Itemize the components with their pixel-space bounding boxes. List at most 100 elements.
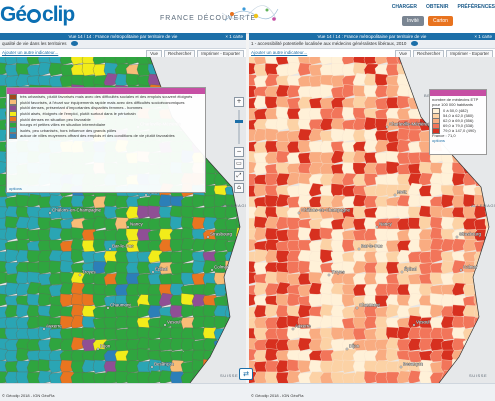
- city-label: Auxerre: [46, 324, 62, 329]
- territory[interactable]: [319, 336, 336, 352]
- legend-label: très urbanisés, plutôt favorisés mais av…: [20, 94, 193, 100]
- territory[interactable]: [249, 62, 259, 77]
- territory[interactable]: [249, 293, 259, 308]
- territory[interactable]: [330, 218, 347, 231]
- territory[interactable]: [341, 372, 358, 383]
- territory[interactable]: [264, 227, 281, 242]
- city-label: Épinal: [404, 266, 417, 272]
- territory[interactable]: [363, 116, 380, 132]
- territory[interactable]: [26, 193, 43, 209]
- header-buttons: Invité Carton: [402, 16, 453, 26]
- territory[interactable]: [70, 336, 87, 352]
- legend-label: plutôt favorisés, à l'écart sur équipeme…: [20, 99, 185, 105]
- territory[interactable]: [0, 271, 10, 286]
- territory[interactable]: [319, 238, 336, 253]
- city-marker: [385, 125, 389, 129]
- territory[interactable]: [286, 326, 303, 341]
- left-map[interactable]: BELGIQUEALLEMAGNESUISSECharleville-Méziè…: [0, 57, 246, 383]
- territory[interactable]: [81, 371, 98, 383]
- country-label: ALLEMAGNE: [222, 203, 246, 208]
- left-toolbar: Ajouter un autre indicateur... Vue Reche…: [0, 49, 246, 58]
- territory[interactable]: [37, 315, 54, 330]
- territory[interactable]: [352, 150, 369, 165]
- territory[interactable]: [0, 62, 10, 77]
- territory[interactable]: [92, 372, 109, 383]
- logo-text-right: clip: [42, 3, 75, 26]
- info-icon[interactable]: [70, 41, 78, 47]
- territory-polygons[interactable]: [249, 57, 495, 383]
- territory[interactable]: [286, 293, 303, 308]
- city-marker: [393, 193, 397, 197]
- right-legend-options[interactable]: options: [430, 138, 486, 143]
- nav-obtenir[interactable]: OBTENIR: [425, 4, 449, 10]
- territory[interactable]: [275, 271, 292, 286]
- info-icon[interactable]: [410, 41, 418, 47]
- territory[interactable]: [308, 128, 325, 143]
- sync-icon[interactable]: ⇄: [239, 368, 253, 380]
- legend-label: bourgs et petites villes en situation in…: [20, 122, 106, 128]
- territory[interactable]: [429, 248, 446, 264]
- territory[interactable]: [15, 348, 32, 363]
- invite-button[interactable]: Invité: [402, 16, 424, 26]
- select-tool-button[interactable]: ▭: [234, 159, 244, 169]
- territory[interactable]: [341, 216, 358, 231]
- territory[interactable]: [374, 73, 391, 88]
- city-marker: [144, 193, 148, 197]
- nav-preferences[interactable]: PRÉFÉRENCES: [457, 4, 495, 10]
- territory[interactable]: [308, 182, 325, 198]
- territory[interactable]: [297, 372, 314, 383]
- left-close-button[interactable]: × 1 carte: [225, 34, 243, 39]
- city-label: Colmar: [463, 265, 478, 270]
- territory[interactable]: [264, 348, 281, 363]
- territory[interactable]: [37, 293, 54, 308]
- territory[interactable]: [26, 371, 43, 383]
- territory[interactable]: [125, 73, 142, 88]
- home-button[interactable]: ⌂: [234, 183, 244, 193]
- territory[interactable]: [249, 271, 259, 286]
- carton-button[interactable]: Carton: [427, 16, 453, 26]
- left-legend-item: plutôt favorisés, à l'écart sur équipeme…: [7, 99, 205, 106]
- territory[interactable]: [249, 260, 259, 275]
- city-marker: [163, 323, 167, 327]
- left-legend-item: plutôt denses, présentant d'importantes …: [7, 105, 205, 111]
- territory[interactable]: [136, 337, 153, 352]
- zoom-in-button[interactable]: +: [234, 97, 244, 107]
- territory[interactable]: [319, 84, 336, 99]
- zoom-out-button[interactable]: −: [234, 147, 244, 157]
- right-legend-options-text[interactable]: options: [432, 138, 445, 143]
- territory[interactable]: [407, 194, 424, 209]
- territory[interactable]: [26, 271, 43, 286]
- territory[interactable]: [0, 293, 10, 308]
- legend-label: 69,0 à 79,0 (538): [443, 123, 474, 128]
- territory[interactable]: [37, 326, 54, 341]
- territory[interactable]: [0, 260, 10, 275]
- territory[interactable]: [92, 216, 109, 231]
- nav-charger[interactable]: CHARGER: [391, 4, 417, 10]
- right-indicator-bar[interactable]: 1 - accessibilité potentielle localisée …: [249, 40, 495, 49]
- territory[interactable]: [330, 371, 347, 383]
- decorative-network-icon: [221, 5, 279, 22]
- territory[interactable]: [48, 372, 65, 383]
- legend-swatch: [9, 133, 17, 139]
- legend-label: plutôt denses, présentant d'importantes …: [20, 105, 143, 111]
- territory[interactable]: [385, 337, 402, 352]
- city-label: Châlons-en-Champagne: [301, 208, 351, 213]
- right-close-button[interactable]: × 1 carte: [474, 34, 492, 39]
- territory[interactable]: [15, 227, 32, 242]
- fullscreen-button[interactable]: ⤢: [234, 171, 244, 181]
- territory[interactable]: [396, 139, 413, 154]
- left-indicator-bar[interactable]: qualité de vie dans les territoires: [0, 40, 246, 49]
- left-add-indicator-link[interactable]: Ajouter un autre indicateur...: [2, 50, 59, 55]
- left-legend-options[interactable]: options: [9, 186, 22, 191]
- territory[interactable]: [70, 238, 87, 253]
- zoom-slider[interactable]: [235, 110, 243, 144]
- right-map[interactable]: BELGIQUEALLEMAGNESUISSECharleville-Méziè…: [249, 57, 495, 383]
- right-add-indicator-link[interactable]: Ajouter un autre indicateur...: [251, 50, 308, 55]
- right-legend-header: [430, 90, 486, 96]
- territory[interactable]: [286, 315, 303, 330]
- territory[interactable]: [81, 218, 98, 231]
- territory[interactable]: [180, 248, 197, 264]
- territory[interactable]: [158, 194, 175, 209]
- territory[interactable]: [275, 193, 292, 209]
- territory[interactable]: [275, 371, 292, 383]
